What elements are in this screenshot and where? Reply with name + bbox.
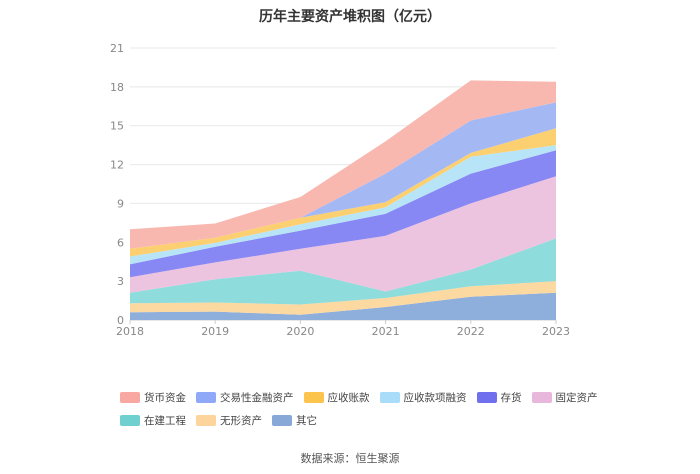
- legend-item[interactable]: 交易性金融资产: [196, 390, 294, 405]
- chart-title: 历年主要资产堆积图（亿元）: [259, 9, 441, 25]
- legend-item[interactable]: 在建工程: [120, 413, 186, 428]
- y-tick-label: 15: [110, 120, 124, 133]
- legend-row-2: 在建工程 无形资产 其它: [120, 413, 590, 428]
- legend-item[interactable]: 固定资产: [531, 390, 598, 405]
- legend-label: 在建工程: [144, 415, 186, 427]
- legend-row-1: 货币资金 交易性金融资产 应收账款 应收款项融资 存货 固定资产: [120, 390, 598, 405]
- legend-item[interactable]: 其它: [272, 413, 317, 428]
- legend-item[interactable]: 无形资产: [196, 413, 262, 428]
- legend-item[interactable]: 应收账款: [303, 390, 370, 405]
- legend-label: 应收账款: [327, 392, 370, 404]
- x-tick-label: 2020: [286, 325, 314, 338]
- area-交易性金融资产: [130, 102, 556, 249]
- area-在建工程: [130, 238, 556, 305]
- legend-swatch: [303, 392, 324, 403]
- x-tick-label: 2019: [201, 325, 229, 338]
- y-axis-ticks: 0 3 6 9 12 15 18 21: [110, 42, 124, 327]
- legend-label: 应收款项融资: [403, 392, 467, 404]
- legend-item[interactable]: 应收款项融资: [379, 390, 467, 405]
- legend-label: 无形资产: [220, 415, 262, 427]
- x-tick-label: 2022: [457, 325, 485, 338]
- area-存货: [130, 150, 556, 278]
- area-应收账款: [130, 128, 556, 257]
- area-货币资金: [130, 80, 556, 249]
- y-tick-label: 3: [117, 275, 124, 288]
- y-tick-label: 18: [110, 81, 124, 94]
- area-其它: [130, 292, 556, 320]
- legend-label: 存货: [500, 392, 522, 404]
- data-source-note: 数据来源：恒生聚源: [300, 452, 400, 465]
- x-tick-label: 2018: [116, 325, 144, 338]
- legend-label: 交易性金融资产: [220, 392, 294, 404]
- y-tick-label: 12: [110, 159, 124, 172]
- legend-swatch: [120, 392, 140, 403]
- legend-swatch: [379, 392, 400, 403]
- chart-legend: 货币资金 交易性金融资产 应收账款 应收款项融资 存货 固定资产 在建工程 无形资产 其它: [120, 390, 598, 436]
- legend-swatch: [196, 392, 216, 403]
- x-axis-ticks: 2018 2019 2020 2021 2022 2023: [116, 320, 570, 338]
- legend-swatch: [120, 415, 140, 426]
- stacked-area-chart: 0 3 6 9 12 15 18 21 2018 2019 2020 2021 2022 2023: [110, 42, 570, 338]
- area-无形资产: [130, 281, 556, 315]
- x-tick-label: 2021: [372, 325, 400, 338]
- legend-swatch: [531, 392, 552, 403]
- legend-item[interactable]: 货币资金: [120, 390, 186, 405]
- area-应收款项融资: [130, 145, 556, 265]
- legend-label: 货币资金: [144, 392, 186, 404]
- area-series: [130, 80, 556, 320]
- legend-label: 固定资产: [555, 392, 598, 404]
- area-固定资产: [130, 176, 556, 293]
- y-tick-label: 0: [117, 314, 124, 327]
- legend-swatch: [272, 415, 292, 426]
- x-tick-label: 2023: [542, 325, 570, 338]
- legend-swatch: [196, 415, 216, 426]
- y-tick-label: 6: [117, 236, 124, 249]
- y-tick-label: 9: [117, 197, 124, 210]
- legend-swatch: [476, 392, 497, 403]
- legend-item[interactable]: 存货: [476, 390, 522, 405]
- legend-label: 其它: [296, 415, 317, 427]
- y-tick-label: 21: [110, 42, 124, 55]
